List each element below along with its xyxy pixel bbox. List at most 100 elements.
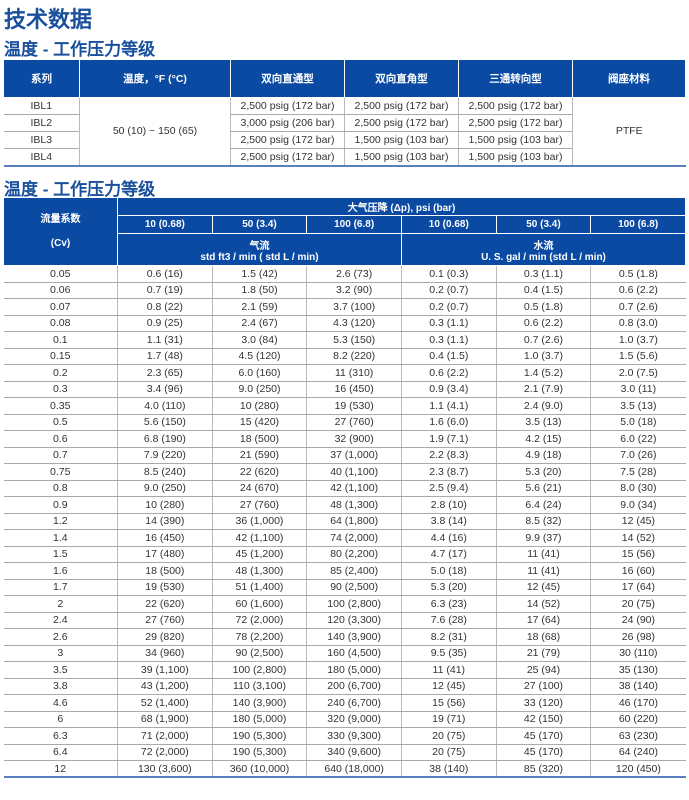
table-row: 1.7 19 (530) 51 (1,400) 90 (2,500) 5.3 (20) 1… [3, 579, 686, 596]
flow-cell: 0.6 (2.2) [400, 364, 497, 382]
flow-cell: 0.4 (1.5) [495, 282, 591, 299]
flow-cell: 26 (98) [590, 628, 686, 646]
table-row: 0.8 9.0 (250) 24 (670) 42 (1,100) 2.5 (9.4) 5… [3, 480, 686, 497]
flow-cell: 16 (60) [590, 562, 686, 580]
flow-cell: 32 (900) [306, 430, 402, 448]
flow-cell: 42 (150) [495, 711, 591, 728]
flow-cell: 11 (41) [495, 562, 591, 580]
cv-cell: 0.5 [3, 414, 118, 431]
flow-cell: 27 (760) [306, 414, 402, 431]
flow-cell: 1.1 (4.1) [400, 397, 497, 415]
flow-cell: 320 (9,000) [306, 711, 402, 728]
flow-cell: 6.0 (160) [211, 364, 307, 382]
flow-cell: 8.5 (240) [117, 463, 213, 481]
cv-cell: 1.4 [3, 529, 118, 547]
flow-cell: 3.0 (84) [211, 331, 307, 349]
flow-cell: 4.2 (15) [495, 430, 591, 448]
cv-cell: 1.7 [3, 579, 118, 596]
header-two-way-straight: 双向直通型 [230, 59, 345, 98]
flow-cell: 21 (79) [495, 645, 591, 662]
flow-cell: 27 (100) [495, 678, 591, 695]
flow-cell: 27 (760) [211, 496, 307, 514]
flow-cell: 9.9 (37) [495, 529, 591, 547]
flow-data-table: 流量系数 (Cv) 大气压降 (Δp), psi (bar) 10 (0.68)… [3, 197, 687, 778]
cv-cell: 2.4 [3, 612, 118, 629]
three-way-cell: 1,500 psig (103 bar) [458, 148, 573, 167]
flow-cell: 240 (6,700) [306, 694, 402, 712]
flow-cell: 14 (390) [117, 513, 213, 530]
flow-cell: 8.0 (30) [590, 480, 686, 497]
flow-cell: 0.8 (22) [117, 298, 213, 316]
section-heading-flow: 温度 - 工作压力等级 [4, 180, 156, 199]
table-row: 1.4 16 (450) 42 (1,100) 74 (2,000) 4.4 (16) 9… [3, 529, 686, 547]
cv-cell: 2.6 [3, 628, 118, 646]
flow-cell: 45 (170) [495, 744, 591, 761]
cv-cell: 2 [3, 595, 118, 613]
flow-cell: 38 (140) [400, 760, 497, 778]
flow-cell: 3.2 (90) [306, 282, 402, 299]
flow-cell: 0.4 (1.5) [400, 348, 497, 365]
header-temperature: 温度，°F (°C) [79, 59, 231, 98]
flow-cell: 0.6 (16) [117, 265, 213, 283]
flow-cell: 200 (6,700) [306, 678, 402, 695]
table-row: IBL1 50 (10) ~ 150 (65) 2,500 psig (172 ba… [3, 97, 686, 167]
flow-cell: 0.5 (1.8) [495, 298, 591, 316]
flow-cell: 5.6 (150) [117, 414, 213, 431]
table-row: 0.2 2.3 (65) 6.0 (160) 11 (310) 0.6 (2.2) 1.4… [3, 364, 686, 382]
flow-cell: 120 (3,300) [306, 612, 402, 629]
cv-cell: 0.7 [3, 447, 118, 464]
straight-cell: 2,500 psig (172 bar) [230, 148, 345, 167]
table-row: 0.75 8.5 (240) 22 (620) 40 (1,100) 2.3 (8.7)… [3, 463, 686, 481]
flow-cell: 0.5 (1.8) [590, 265, 686, 283]
water-flow-unit: U. S. gal / min (std L / min) [481, 251, 606, 263]
flow-cell: 63 (230) [590, 727, 686, 745]
flow-cell: 24 (670) [211, 480, 307, 497]
flow-cell: 1.7 (48) [117, 348, 213, 365]
flow-cell: 17 (480) [117, 546, 213, 563]
flow-cell: 4.4 (16) [400, 529, 497, 547]
header-pressure-3: 10 (0.68) [400, 215, 497, 234]
flow-cell: 0.9 (3.4) [400, 381, 497, 398]
flow-cell: 11 (310) [306, 364, 402, 382]
flow-cell: 7.5 (28) [590, 463, 686, 481]
flow-cell: 20 (75) [400, 744, 497, 761]
flow-cell: 15 (56) [590, 546, 686, 563]
table-row: 0.6 6.8 (190) 18 (500) 32 (900) 1.9 (7.1) 4.2… [3, 430, 686, 448]
flow-cell: 7.9 (220) [117, 447, 213, 464]
table-row: 6 68 (1,900) 180 (5,000) 320 (9,000) 19 (71)… [3, 711, 686, 728]
cv-cell: 0.2 [3, 364, 118, 382]
flow-cell: 24 (90) [590, 612, 686, 629]
flow-cell: 40 (1,100) [306, 463, 402, 481]
flow-cell: 72 (2,000) [117, 744, 213, 761]
cv-cell: 3.5 [3, 661, 118, 679]
cv-cell: 0.9 [3, 496, 118, 514]
flow-cell: 360 (10,000) [211, 760, 307, 778]
cv-cell: 0.07 [3, 298, 118, 316]
flow-cell: 0.8 (3.0) [590, 315, 686, 332]
header-series: 系列 [3, 59, 80, 98]
table-row: 12 130 (3,600) 360 (10,000) 640 (18,000) 38 … [3, 760, 686, 778]
flow-cell: 5.0 (18) [400, 562, 497, 580]
header-pressure-2: 100 (6.8) [306, 215, 402, 234]
flow-cell: 3.4 (96) [117, 381, 213, 398]
cv-cell: 0.35 [3, 397, 118, 415]
flow-cell: 3.8 (14) [400, 513, 497, 530]
flow-cell: 39 (1,100) [117, 661, 213, 679]
page-title: 技术数据 [4, 7, 93, 32]
series-cell: IBL4 [3, 148, 80, 167]
flow-cell: 18 (500) [211, 430, 307, 448]
flow-cell: 1.1 (31) [117, 331, 213, 349]
cv-cell: 0.05 [3, 265, 118, 283]
header-cv: 流量系数 (Cv) [3, 197, 118, 266]
table-row: 4.6 52 (1,400) 140 (3,900) 240 (6,700) 15 (5… [3, 694, 686, 712]
flow-cell: 11 (41) [495, 546, 591, 563]
header-seat-material: 阀座材料 [572, 59, 686, 98]
three-way-cell: 2,500 psig (172 bar) [458, 97, 573, 115]
three-way-cell: 2,500 psig (172 bar) [458, 114, 573, 132]
header-water-flow: 水流 U. S. gal / min (std L / min) [400, 233, 687, 266]
cv-label: 流量系数 [40, 213, 81, 225]
cv-cell: 0.6 [3, 430, 118, 448]
flow-cell: 45 (1,200) [211, 546, 307, 563]
flow-cell: 18 (500) [117, 562, 213, 580]
flow-cell: 120 (450) [590, 760, 686, 778]
